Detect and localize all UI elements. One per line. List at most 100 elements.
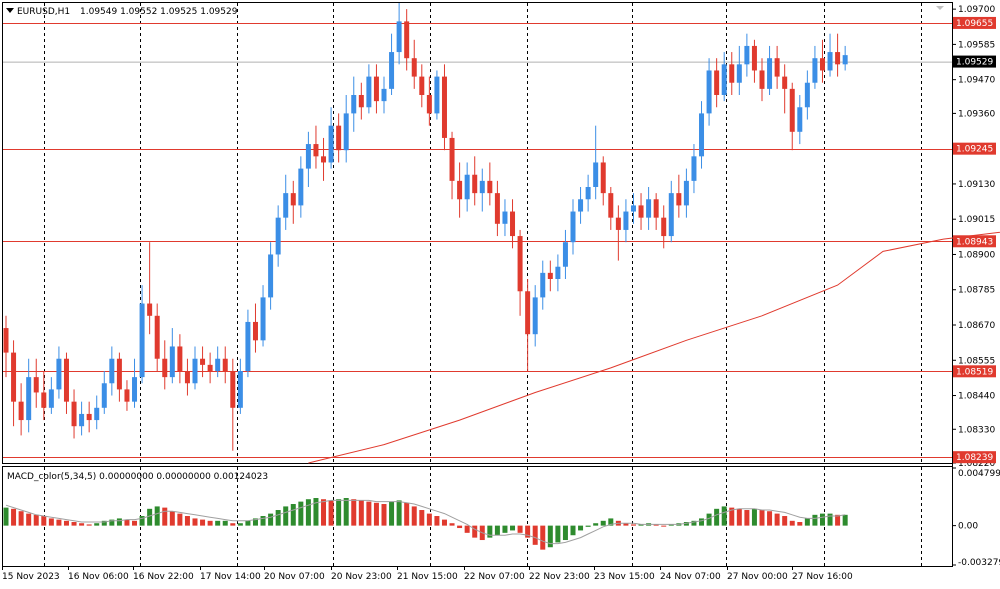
macd-bar	[222, 520, 228, 526]
candle-body	[706, 70, 712, 114]
candle-body	[132, 377, 138, 402]
candle-body	[268, 254, 274, 298]
macd-bar	[290, 504, 296, 526]
candle-body	[487, 180, 493, 194]
dropdown-triangle-icon[interactable]	[6, 8, 14, 13]
macd-bar	[33, 514, 39, 526]
candle-body	[736, 64, 742, 83]
candle-body	[222, 358, 228, 371]
macd-bar	[797, 522, 803, 526]
time-tick-label: 21 Nov 15:00	[397, 572, 458, 582]
macd-bar	[41, 516, 47, 526]
macd-bar	[18, 511, 24, 526]
time-tick-label: 22 Nov 07:00	[464, 572, 525, 582]
macd-bar	[101, 520, 107, 526]
macd-bar	[86, 524, 92, 526]
price-tick-label: 1.08670	[958, 321, 995, 331]
candle-body	[797, 107, 803, 132]
candle-body	[510, 211, 516, 237]
candle-body	[381, 88, 387, 102]
macd-bar	[207, 520, 213, 526]
time-tick-label: 16 Nov 06:00	[68, 572, 129, 582]
candle-body	[434, 76, 440, 114]
macd-bar	[638, 524, 644, 526]
macd-bar	[547, 525, 553, 548]
macd-bar	[169, 511, 175, 526]
macd-bar	[457, 525, 463, 529]
candle-body	[457, 180, 463, 200]
macd-bar	[381, 504, 387, 526]
macd-bar	[139, 516, 145, 526]
macd-bar	[192, 518, 198, 526]
macd-bar	[812, 514, 818, 526]
candle-body	[11, 352, 17, 402]
candle-body	[305, 144, 311, 169]
candle-body	[63, 358, 69, 402]
macd-bar	[283, 506, 289, 526]
time-tick-label: 15 Nov 2023	[2, 572, 60, 582]
candle-body	[691, 156, 697, 181]
candle-body	[101, 383, 107, 408]
candles	[3, 3, 848, 451]
macd-bar	[835, 514, 841, 526]
candle-body	[767, 58, 773, 89]
time-tick-label: 23 Nov 15:00	[594, 572, 655, 582]
macd-bar	[540, 525, 546, 550]
macd-bar	[630, 524, 636, 526]
price-tick-label: 1.09015	[958, 215, 995, 225]
macd-bar	[237, 523, 243, 526]
candle-body	[373, 76, 379, 102]
price-tick-label: 1.09360	[958, 109, 995, 119]
macd-bar	[699, 518, 705, 526]
macd-histogram	[3, 498, 848, 550]
macd-bar	[729, 507, 735, 526]
macd-bar	[487, 525, 493, 538]
scroll-marker-icon[interactable]	[936, 6, 944, 10]
macd-bar	[48, 518, 54, 526]
macd-bar	[517, 525, 523, 533]
macd-bar	[600, 520, 606, 526]
macd-bar	[525, 525, 531, 538]
price-tick-label: 1.08900	[958, 250, 995, 260]
candle-body	[525, 291, 531, 335]
candle-body	[630, 205, 636, 212]
macd-bar	[661, 525, 667, 527]
candle-body	[419, 76, 425, 95]
macd-bar	[562, 525, 568, 541]
time-tick-label: 20 Nov 07:00	[264, 572, 325, 582]
macd-bar	[706, 513, 712, 526]
macd-tick-label: -0.0032793	[958, 558, 1000, 568]
level-price-tag	[953, 235, 996, 248]
time-tick-label: 17 Nov 14:00	[200, 572, 261, 582]
macd-tick-label: 0.0047997	[958, 469, 1000, 479]
macd-bar	[94, 523, 100, 526]
macd-bar	[782, 516, 788, 526]
macd-bar	[759, 510, 765, 526]
candle-body	[215, 358, 221, 371]
macd-bar	[3, 507, 9, 526]
macd-bar	[608, 518, 614, 526]
candle-body	[668, 193, 674, 237]
macd-bar	[298, 501, 304, 526]
macd-bar	[623, 523, 629, 526]
macd-header: MACD_color(5,34,5) 0.00000000 0.00000000…	[7, 472, 268, 482]
macd-bar	[532, 525, 538, 545]
candle-body	[547, 272, 553, 279]
candle-body	[759, 70, 765, 89]
ma-line	[308, 231, 1000, 464]
macd-bar	[63, 520, 69, 526]
macd-bar	[691, 520, 697, 526]
candle-body	[343, 113, 349, 151]
candle-body	[396, 21, 402, 53]
macd-bar	[79, 523, 85, 526]
time-tick-label: 20 Nov 23:00	[331, 572, 392, 582]
candle-body	[94, 407, 100, 421]
macd-bar	[653, 524, 659, 526]
candle-body	[835, 52, 841, 65]
macd-bar	[230, 523, 236, 526]
candle-body	[646, 199, 652, 218]
candle-body	[298, 168, 304, 206]
candle-body	[41, 392, 47, 408]
